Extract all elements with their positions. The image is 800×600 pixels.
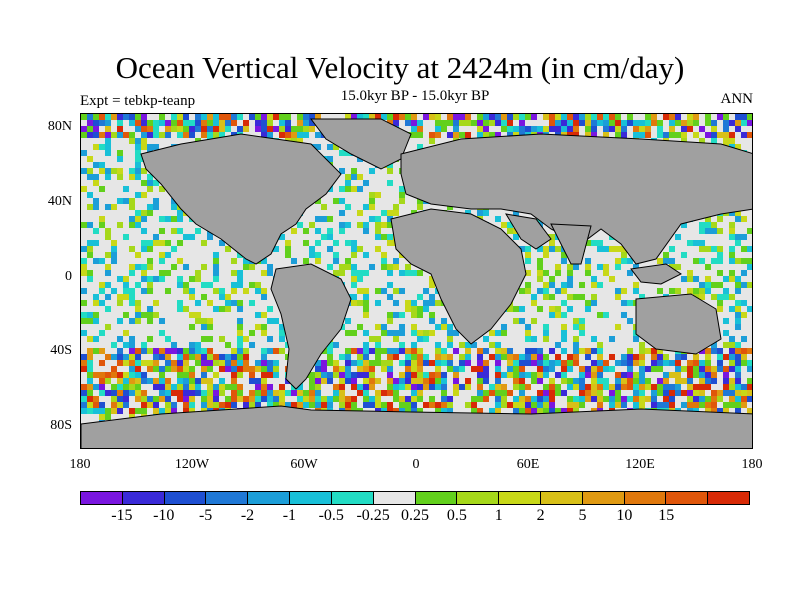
greenland-land <box>310 118 412 170</box>
africa-land <box>390 208 527 345</box>
maritime-continent-land <box>630 263 682 285</box>
experiment-label: Expt = tebkp-teanp <box>80 93 196 109</box>
season-label: ANN <box>720 91 754 107</box>
colorbar-tick-label: -0.25 <box>356 507 390 524</box>
colorbar-swatch <box>206 492 249 504</box>
colorbar-tick-label: -0.5 <box>318 507 344 524</box>
colorbar-tick-label: 1 <box>494 507 503 524</box>
colorbar-swatch <box>624 492 667 504</box>
colorbar-swatch <box>708 492 749 504</box>
lat-label-80s: 80S <box>50 418 72 433</box>
lon-label-0: 0 <box>412 457 420 472</box>
colorbar-swatch <box>122 492 165 504</box>
lon-label-180e: 180 <box>741 457 763 472</box>
colorbar-tick-label: 0.5 <box>446 507 467 524</box>
colorbar-swatch <box>373 492 416 504</box>
plot-subtitle: 15.0kyr BP - 15.0kyr BP <box>340 88 490 104</box>
australia-land <box>635 293 722 355</box>
lon-label-60e: 60E <box>516 457 540 472</box>
north-america-land <box>140 133 342 265</box>
land-masses <box>81 118 752 448</box>
colorbar-tick-label: -15 <box>111 507 133 524</box>
colorbar-tick-label: 10 <box>616 507 633 524</box>
lon-label-120e: 120E <box>625 457 655 472</box>
colorbar-tick-label: -5 <box>198 507 213 524</box>
arabia-land <box>505 213 552 250</box>
colorbar-swatch <box>499 492 541 504</box>
lat-label-80n: 80N <box>47 119 72 134</box>
india-land <box>550 223 592 265</box>
lat-label-40n: 40N <box>47 194 72 209</box>
colorbar-tick-label: 2 <box>536 507 545 524</box>
colorbar-tick-label: -10 <box>153 507 175 524</box>
map-panel <box>80 113 753 449</box>
colorbar-swatch <box>666 492 709 504</box>
colorbar-swatch <box>290 492 332 504</box>
lon-label-180w: 180 <box>69 457 91 472</box>
colorbar-swatch <box>248 492 291 504</box>
colorbar-tick-label: 15 <box>658 507 675 524</box>
colorbar <box>80 491 750 505</box>
lat-label-0: 0 <box>65 269 72 284</box>
lon-label-60w: 60W <box>290 457 318 472</box>
colorbar-swatch <box>415 492 458 504</box>
colorbar-tick-label: 5 <box>578 507 587 524</box>
plot-title: Ocean Vertical Velocity at 2424m (in cm/… <box>115 50 685 85</box>
colorbar-tick-label: -1 <box>282 507 297 524</box>
world-map <box>81 114 752 448</box>
lat-label-40s: 40S <box>50 343 72 358</box>
colorbar-tick-label: 0.25 <box>401 507 429 524</box>
colorbar-swatch <box>540 492 583 504</box>
colorbar-tick-label: -2 <box>240 507 255 524</box>
colorbar-swatch <box>457 492 500 504</box>
lon-label-120w: 120W <box>174 457 210 472</box>
antarctica-land <box>81 405 752 448</box>
colorbar-swatch <box>582 492 625 504</box>
colorbar-swatch <box>164 492 207 504</box>
colorbar-swatch <box>81 492 123 504</box>
colorbar-swatch <box>331 492 374 504</box>
eurasia-land <box>400 133 752 265</box>
south-america-land <box>270 263 352 390</box>
